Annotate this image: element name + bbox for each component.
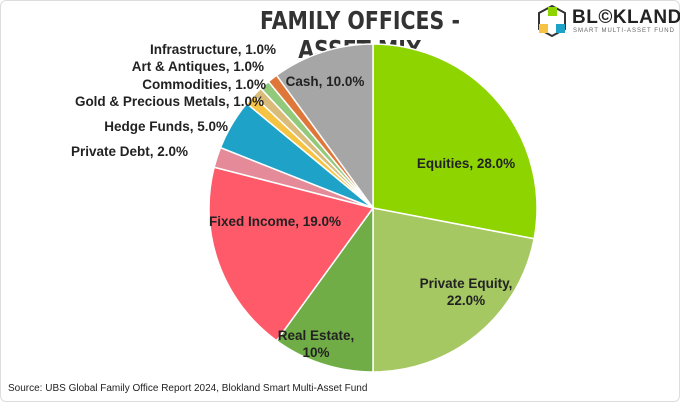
slice-private-equity	[372, 207, 535, 373]
data-label-private-equity: Private Equity,	[420, 276, 513, 291]
data-label-cash: Cash, 10.0%	[286, 74, 365, 89]
data-label-real-estate: Real Estate,	[278, 328, 355, 343]
data-label-gold-precious-metals: Gold & Precious Metals, 1.0%	[75, 94, 264, 109]
slice-equities	[372, 43, 538, 240]
data-label-infrastructure: Infrastructure, 1.0%	[150, 42, 276, 57]
cube-logo-icon	[538, 4, 566, 38]
slice-fixed-income	[208, 166, 375, 342]
data-label-real-estate-line2: 10%	[302, 345, 329, 360]
data-label-art-antiques: Art & Antiques, 1.0%	[132, 59, 264, 74]
data-label-private-debt: Private Debt, 2.0%	[71, 144, 188, 159]
data-label-commodities: Commodities, 1.0%	[142, 77, 266, 92]
blokland-logo: BL©KLAND SMART MULTI-ASSET FUND	[536, 4, 680, 40]
source-note: Source: UBS Global Family Office Report …	[8, 383, 368, 394]
data-label-fixed-income: Fixed Income, 19.0%	[209, 214, 341, 229]
data-label-hedge-funds: Hedge Funds, 5.0%	[104, 119, 228, 134]
data-label-private-equity-line2: 22.0%	[447, 293, 485, 308]
slice-cash	[275, 43, 374, 211]
slice-real-estate	[275, 205, 374, 373]
data-label-equities: Equities, 28.0%	[417, 156, 515, 171]
